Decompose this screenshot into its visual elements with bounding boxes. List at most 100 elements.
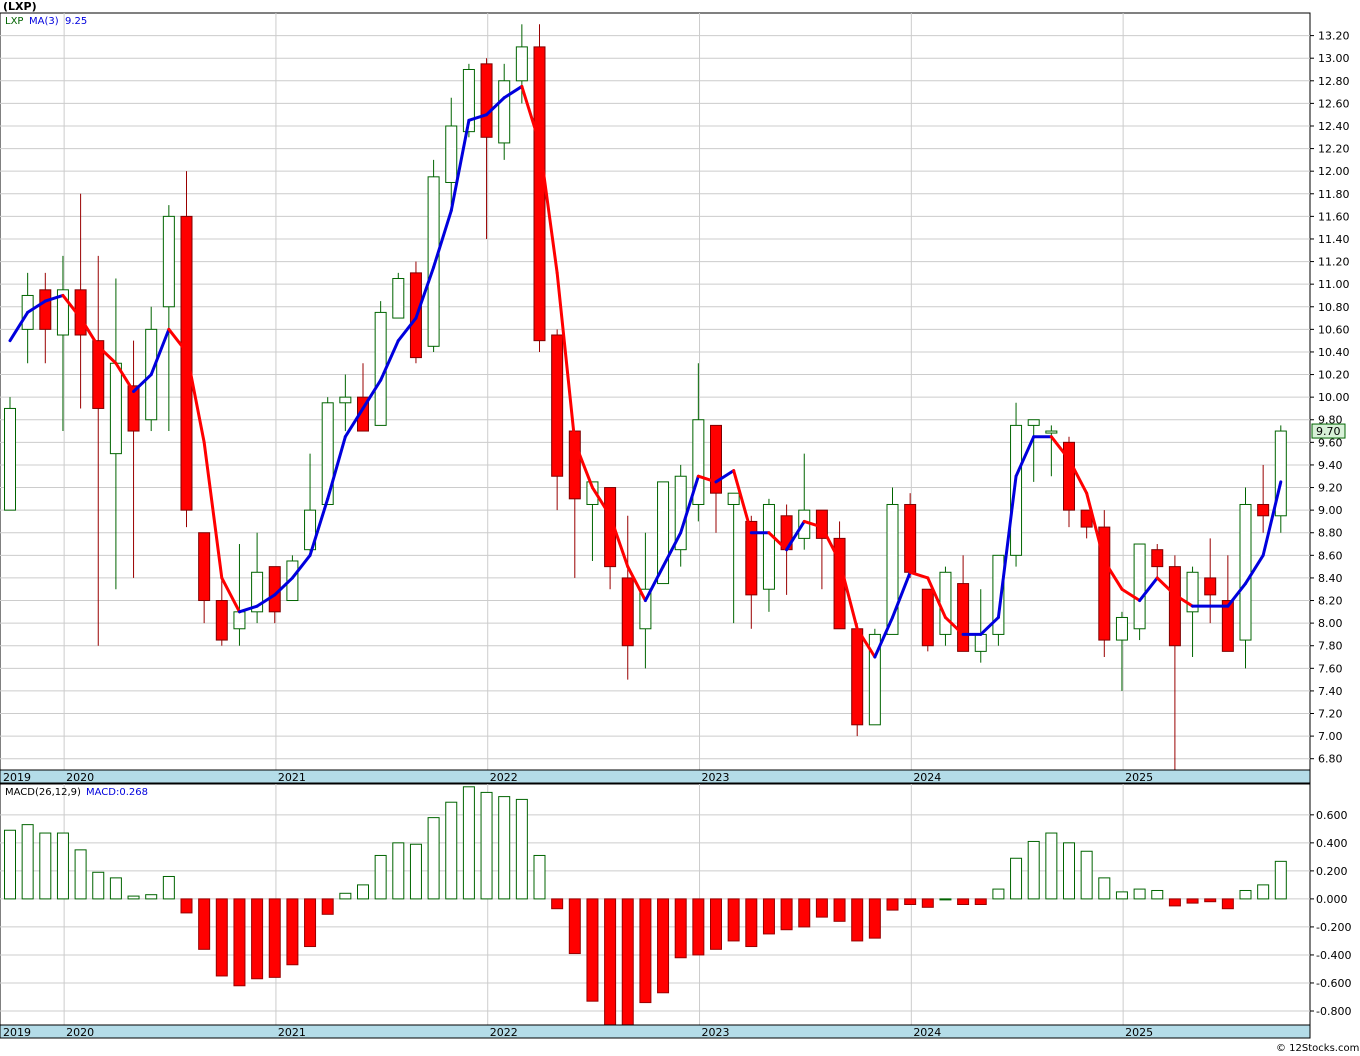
price-tick-label: 8.00 <box>1318 617 1343 630</box>
macd-x-axis: 2019 2020 2021 2022 2023 2024 2025 <box>3 1026 1153 1039</box>
price-tick-label: 9.80 <box>1318 414 1343 427</box>
candle <box>357 363 369 432</box>
ma-segment <box>79 316 100 348</box>
macd-bar <box>427 817 440 900</box>
macd-bar <box>1274 860 1287 900</box>
macd-bar <box>339 892 352 900</box>
ma-segment <box>820 525 842 563</box>
ma-segment <box>1226 582 1247 608</box>
macd-bar <box>74 849 87 900</box>
macd-y-axis: -0.800 -0.600 -0.400 -0.200 0.000 0.200 0.400 0… <box>1310 809 1351 1018</box>
macd-bar <box>127 895 140 900</box>
candle <box>1168 555 1181 770</box>
ma-segment <box>979 615 1000 636</box>
candle-body <box>127 385 140 432</box>
macd-legend: MACD(26,12,9) MACD:0.268 <box>5 787 148 798</box>
macd-bar <box>374 854 387 900</box>
price-tick-label: 12.80 <box>1318 75 1350 88</box>
candle-body <box>886 503 899 635</box>
candle <box>1045 425 1058 477</box>
macd-bar <box>109 877 122 900</box>
ma-segment <box>714 469 736 484</box>
candle-body <box>533 46 546 342</box>
legend-symbol: LXP <box>5 16 23 27</box>
candle-body <box>198 532 211 602</box>
ma-segment <box>167 327 188 354</box>
ma-segment <box>838 559 859 631</box>
candle-body <box>92 340 105 409</box>
candle <box>409 261 422 364</box>
macd-bar <box>515 798 528 900</box>
chart-title: (LXP) <box>3 0 37 13</box>
candle <box>162 205 175 432</box>
macd-tick-label: -0.400 <box>1316 949 1351 962</box>
candle-body <box>851 628 864 726</box>
price-tick-label: 10.40 <box>1318 346 1350 359</box>
ma-segment <box>643 565 665 603</box>
candle-body <box>1010 424 1023 556</box>
year-label: 2023 <box>702 1026 730 1039</box>
ma-segment <box>255 593 277 608</box>
ma-segment <box>502 84 524 100</box>
candle-body <box>180 215 193 511</box>
ma-segment <box>732 469 753 535</box>
candle <box>727 492 740 624</box>
price-date-band <box>0 769 1311 784</box>
macd-bar <box>1151 889 1164 900</box>
macd-tick-label: -0.600 <box>1316 977 1351 990</box>
year-label: 2022 <box>490 771 518 784</box>
candle-body <box>321 402 334 505</box>
ma-segment <box>149 327 171 377</box>
candle <box>1204 538 1217 624</box>
candle-body <box>39 289 52 330</box>
candle-body <box>639 588 652 630</box>
ma-segment <box>396 316 418 343</box>
macd-tick-label: -0.200 <box>1316 921 1351 934</box>
macd-bar <box>568 898 581 955</box>
macd-bar <box>992 888 1005 900</box>
macd-bar <box>1221 898 1234 910</box>
candle <box>1257 464 1270 533</box>
candle-body <box>957 583 970 652</box>
candle <box>127 340 140 578</box>
moving-average-line <box>8 84 1283 659</box>
macd-bars <box>4 786 1287 1026</box>
ma-segment <box>414 265 436 320</box>
macd-legend-label: MACD(26,12,9) <box>5 787 81 798</box>
price-tick-label: 7.80 <box>1318 640 1343 653</box>
candle-body <box>233 611 246 630</box>
candle <box>251 532 264 624</box>
candle <box>851 623 864 737</box>
ma-segment <box>1067 457 1089 495</box>
ma-segment <box>308 497 330 557</box>
macd-bar <box>939 898 952 901</box>
candle-body <box>480 63 493 138</box>
ma-segment <box>590 486 612 518</box>
price-tick-label: 11.20 <box>1318 256 1350 269</box>
candle-body <box>1186 571 1199 613</box>
macd-bar <box>268 898 281 978</box>
candle-body <box>904 503 917 573</box>
price-tick-label: 12.40 <box>1318 120 1350 133</box>
ma-segment <box>1049 435 1071 461</box>
ma-segment <box>1138 576 1159 603</box>
macd-bar <box>4 829 16 900</box>
year-label: 2025 <box>1125 771 1153 784</box>
candle <box>1027 419 1040 482</box>
year-label: 2021 <box>278 771 306 784</box>
candle <box>339 374 352 432</box>
ma-segment <box>802 519 824 529</box>
candle-body <box>304 509 317 551</box>
price-tick-label: 10.20 <box>1318 369 1350 382</box>
price-tick-label: 9.60 <box>1318 436 1343 449</box>
ma-segment <box>891 570 912 619</box>
candle-body <box>56 289 69 336</box>
year-label: 2021 <box>278 1026 306 1039</box>
macd-bar <box>409 843 422 900</box>
macd-bar <box>233 898 246 987</box>
candle-body <box>1151 549 1164 568</box>
candle <box>427 159 440 352</box>
candle-body <box>215 600 228 641</box>
ma-segment <box>1261 480 1283 557</box>
year-label: 2019 <box>3 1026 31 1039</box>
